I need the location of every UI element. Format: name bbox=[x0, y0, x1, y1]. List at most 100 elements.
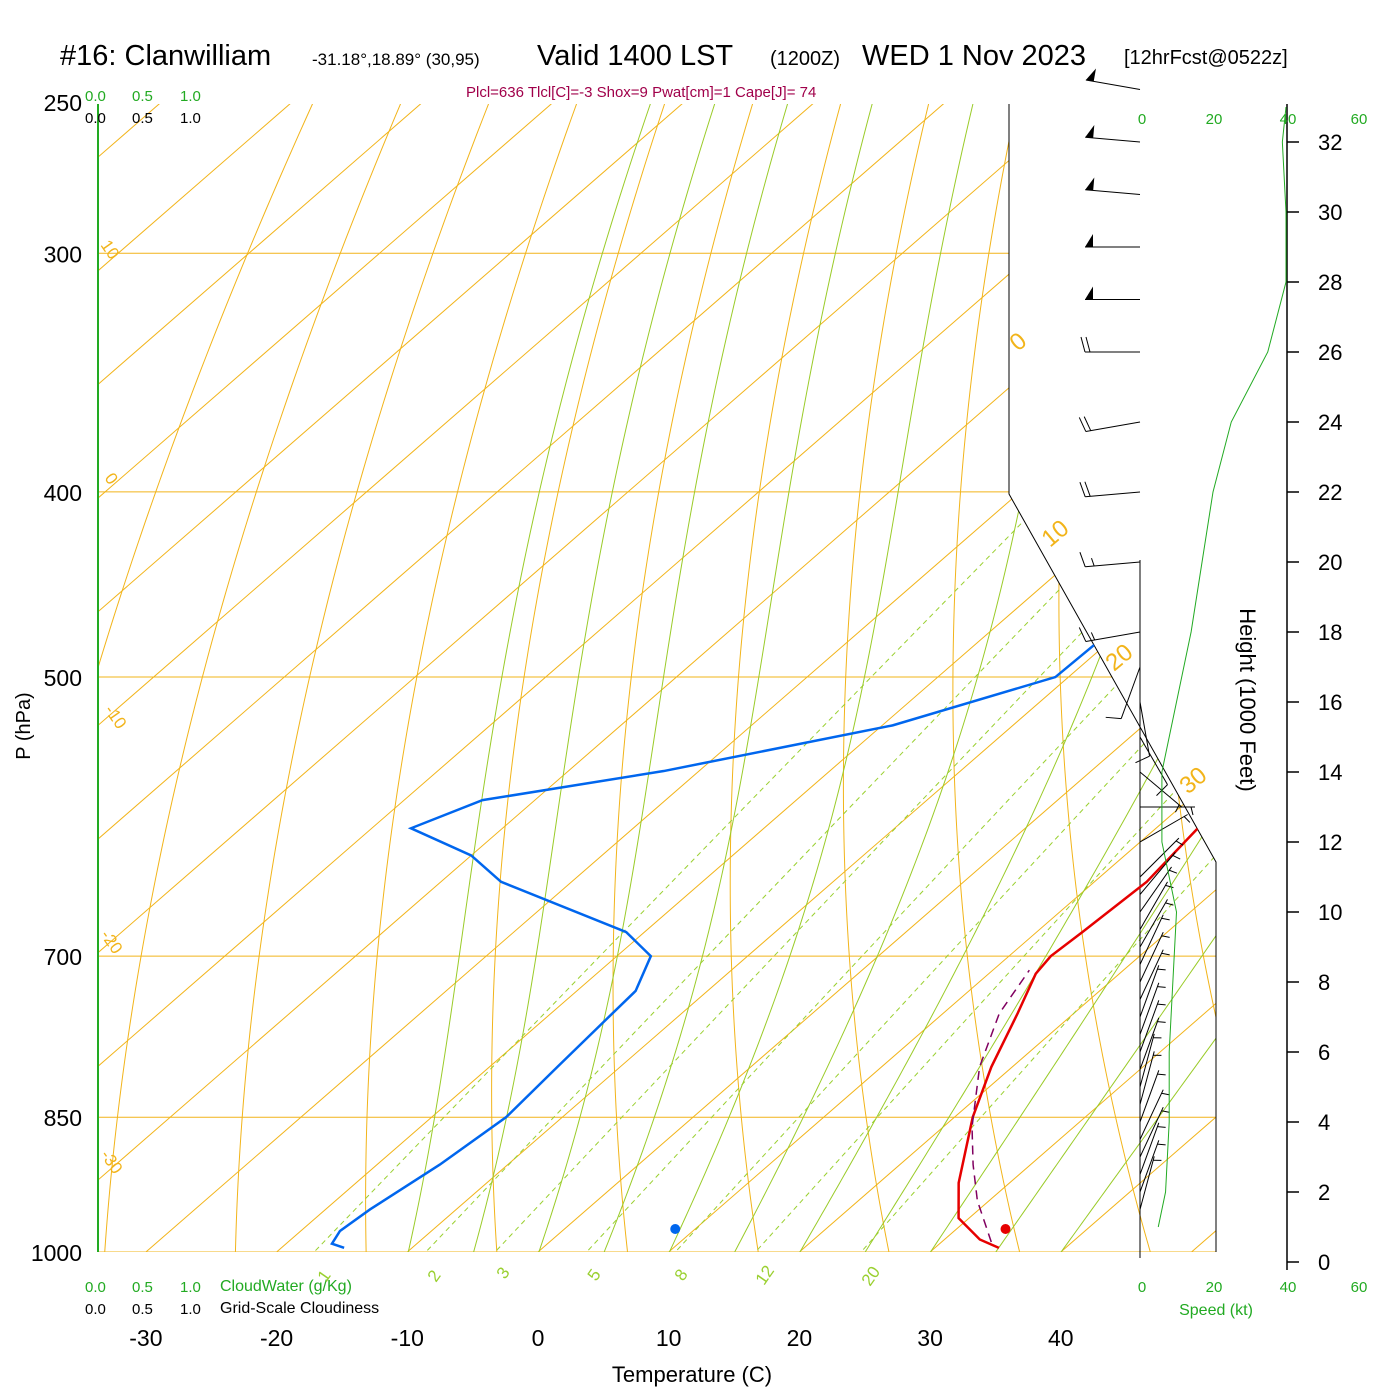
wind-barb-half-flag bbox=[1183, 816, 1191, 823]
dry-adiabat-line bbox=[234, 104, 504, 1252]
wind-barb bbox=[1139, 837, 1184, 878]
pressure-tick-label: 400 bbox=[44, 480, 82, 506]
isotherm-label: 10 bbox=[1037, 515, 1075, 553]
moist-adiabat-line bbox=[1037, 104, 1216, 1252]
dry-adiabat-line bbox=[729, 104, 851, 1252]
wind-barb-flag bbox=[1079, 482, 1086, 497]
wind-barb-staff bbox=[1139, 931, 1164, 983]
dry-adiabat-line bbox=[612, 104, 764, 1252]
wind-barb-staff bbox=[1085, 631, 1141, 643]
wind-barb-half-flag bbox=[1157, 1126, 1166, 1128]
isotherm-line bbox=[1153, 104, 1216, 1252]
moist-adiabat-line bbox=[908, 104, 1216, 1252]
wind-barb-pennant bbox=[1085, 177, 1095, 191]
dry-adiabat-label: -10 bbox=[101, 701, 131, 732]
wind-barb-half-flag bbox=[1165, 884, 1174, 889]
wind-barb-staff bbox=[1139, 982, 1160, 1035]
grid-lines bbox=[98, 104, 1216, 1252]
wind-barb-flag bbox=[1085, 336, 1091, 353]
cloudwater-scale-top: 0.5 bbox=[132, 88, 153, 105]
height-tick-label: 28 bbox=[1318, 270, 1342, 295]
pressure-tick-label: 250 bbox=[44, 90, 82, 116]
wind-barb-flag bbox=[1135, 755, 1150, 764]
temperature-tick-label: 20 bbox=[787, 1325, 813, 1351]
height-tick-label: 4 bbox=[1318, 1110, 1330, 1135]
wind-barb bbox=[1085, 68, 1141, 90]
wind-barb-half-flag bbox=[1165, 902, 1174, 906]
y-axis-title: P (hPa) bbox=[13, 692, 35, 759]
temperature-tick-label: -20 bbox=[260, 1325, 293, 1351]
wind-barb-staff bbox=[1139, 852, 1176, 895]
isotherm-label: 30 bbox=[1175, 762, 1213, 800]
temperature-tick-label: -10 bbox=[391, 1325, 424, 1351]
wind-barb-half-flag bbox=[1161, 1110, 1170, 1113]
x-axis-title: Temperature (C) bbox=[612, 1362, 772, 1387]
cloudiness-scale-top: 0.5 bbox=[132, 110, 153, 127]
height-tick-label: 22 bbox=[1318, 480, 1342, 505]
wind-barb-half-flag bbox=[1161, 1092, 1170, 1096]
isotherm-line bbox=[98, 104, 985, 1252]
dry-adiabat-label: -20 bbox=[97, 926, 127, 957]
mixing-ratio-line bbox=[733, 491, 1216, 1252]
stability-indices: Plcl=636 Tlcl[C]=-3 Shox=9 Pwat[cm]=1 Ca… bbox=[466, 84, 817, 101]
wind-barb-staff bbox=[1139, 866, 1172, 913]
wind-barb-staff bbox=[1139, 1051, 1155, 1105]
cloudwater-scale-bottom: 0.5 bbox=[132, 1279, 153, 1296]
wind-barb bbox=[1079, 481, 1141, 498]
wind-barb bbox=[1139, 1106, 1170, 1158]
wind-barb-half-flag bbox=[1169, 869, 1178, 874]
wind-barb-flag bbox=[1084, 481, 1091, 497]
wind-barb bbox=[1139, 1089, 1170, 1140]
wind-barb-staff bbox=[1139, 1089, 1164, 1140]
wind-barb-half-flag bbox=[1161, 935, 1170, 938]
moist-adiabat-line bbox=[400, 104, 664, 1252]
wind-barb-half-flag bbox=[1172, 854, 1181, 860]
wind-barb-half-flag bbox=[1090, 632, 1096, 641]
isotherm-line bbox=[98, 104, 462, 1252]
wind-barb-staff bbox=[1139, 1017, 1160, 1070]
wind-barb bbox=[1139, 1051, 1162, 1105]
speed-scale-top: 40 bbox=[1280, 111, 1297, 128]
moist-adiabat-line bbox=[972, 104, 1216, 1252]
mixing-ratio-line bbox=[290, 491, 1053, 1252]
wind-barb bbox=[1080, 336, 1140, 353]
wind-barb-staff bbox=[1139, 914, 1164, 965]
wind-barb bbox=[1139, 881, 1174, 930]
height-tick-label: 32 bbox=[1318, 130, 1342, 155]
wind-barb-half-flag bbox=[1161, 917, 1170, 921]
wind-barb bbox=[1139, 1070, 1166, 1123]
isotherm-line bbox=[500, 104, 1216, 1252]
cloudiness-scale-top: 0.0 bbox=[85, 110, 106, 127]
wind-barb-staff bbox=[1120, 666, 1141, 719]
wind-barb-flag bbox=[1078, 417, 1087, 432]
wind-barb-half-flag bbox=[1157, 968, 1166, 971]
wind-barb bbox=[1139, 931, 1170, 983]
isotherm-line bbox=[98, 104, 724, 1252]
wind-barb bbox=[1139, 1033, 1162, 1088]
wind-barb-half-flag bbox=[1161, 952, 1170, 956]
station-title: #16: Clanwilliam bbox=[60, 40, 272, 72]
isotherm-line bbox=[369, 104, 1216, 1252]
wind-barb-staff bbox=[1085, 79, 1141, 90]
moist-adiabat-line bbox=[653, 104, 983, 1252]
height-tick-label: 30 bbox=[1318, 200, 1342, 225]
speed-scale-top: 0 bbox=[1138, 111, 1146, 128]
wind-barb-pennant bbox=[1085, 68, 1096, 82]
series-dewpoint bbox=[330, 150, 1216, 1250]
moist-adiabat-line bbox=[590, 104, 883, 1252]
cloudwater-scale-top: 1.0 bbox=[180, 88, 201, 105]
wind-barb-staff bbox=[1139, 837, 1180, 878]
valid-zulu: (1200Z) bbox=[770, 48, 841, 70]
wind-barb-staff bbox=[1139, 771, 1183, 808]
wind-barb-staff bbox=[1139, 1140, 1160, 1193]
mixing-ratio-line bbox=[839, 491, 1216, 1252]
wind-barb-staff bbox=[1139, 881, 1168, 930]
isotherm-line bbox=[761, 104, 1216, 1252]
wind-barb-staff bbox=[1139, 814, 1188, 843]
dry-adiabat-label: 0 bbox=[101, 469, 122, 488]
wind-barb bbox=[1139, 1017, 1166, 1070]
height-axis-title: Height (1000 Feet) bbox=[1235, 608, 1260, 791]
wind-barb-staff bbox=[1139, 1070, 1160, 1123]
speed-scale-bottom: 60 bbox=[1351, 1279, 1368, 1296]
wind-barb-staff bbox=[1139, 736, 1168, 785]
